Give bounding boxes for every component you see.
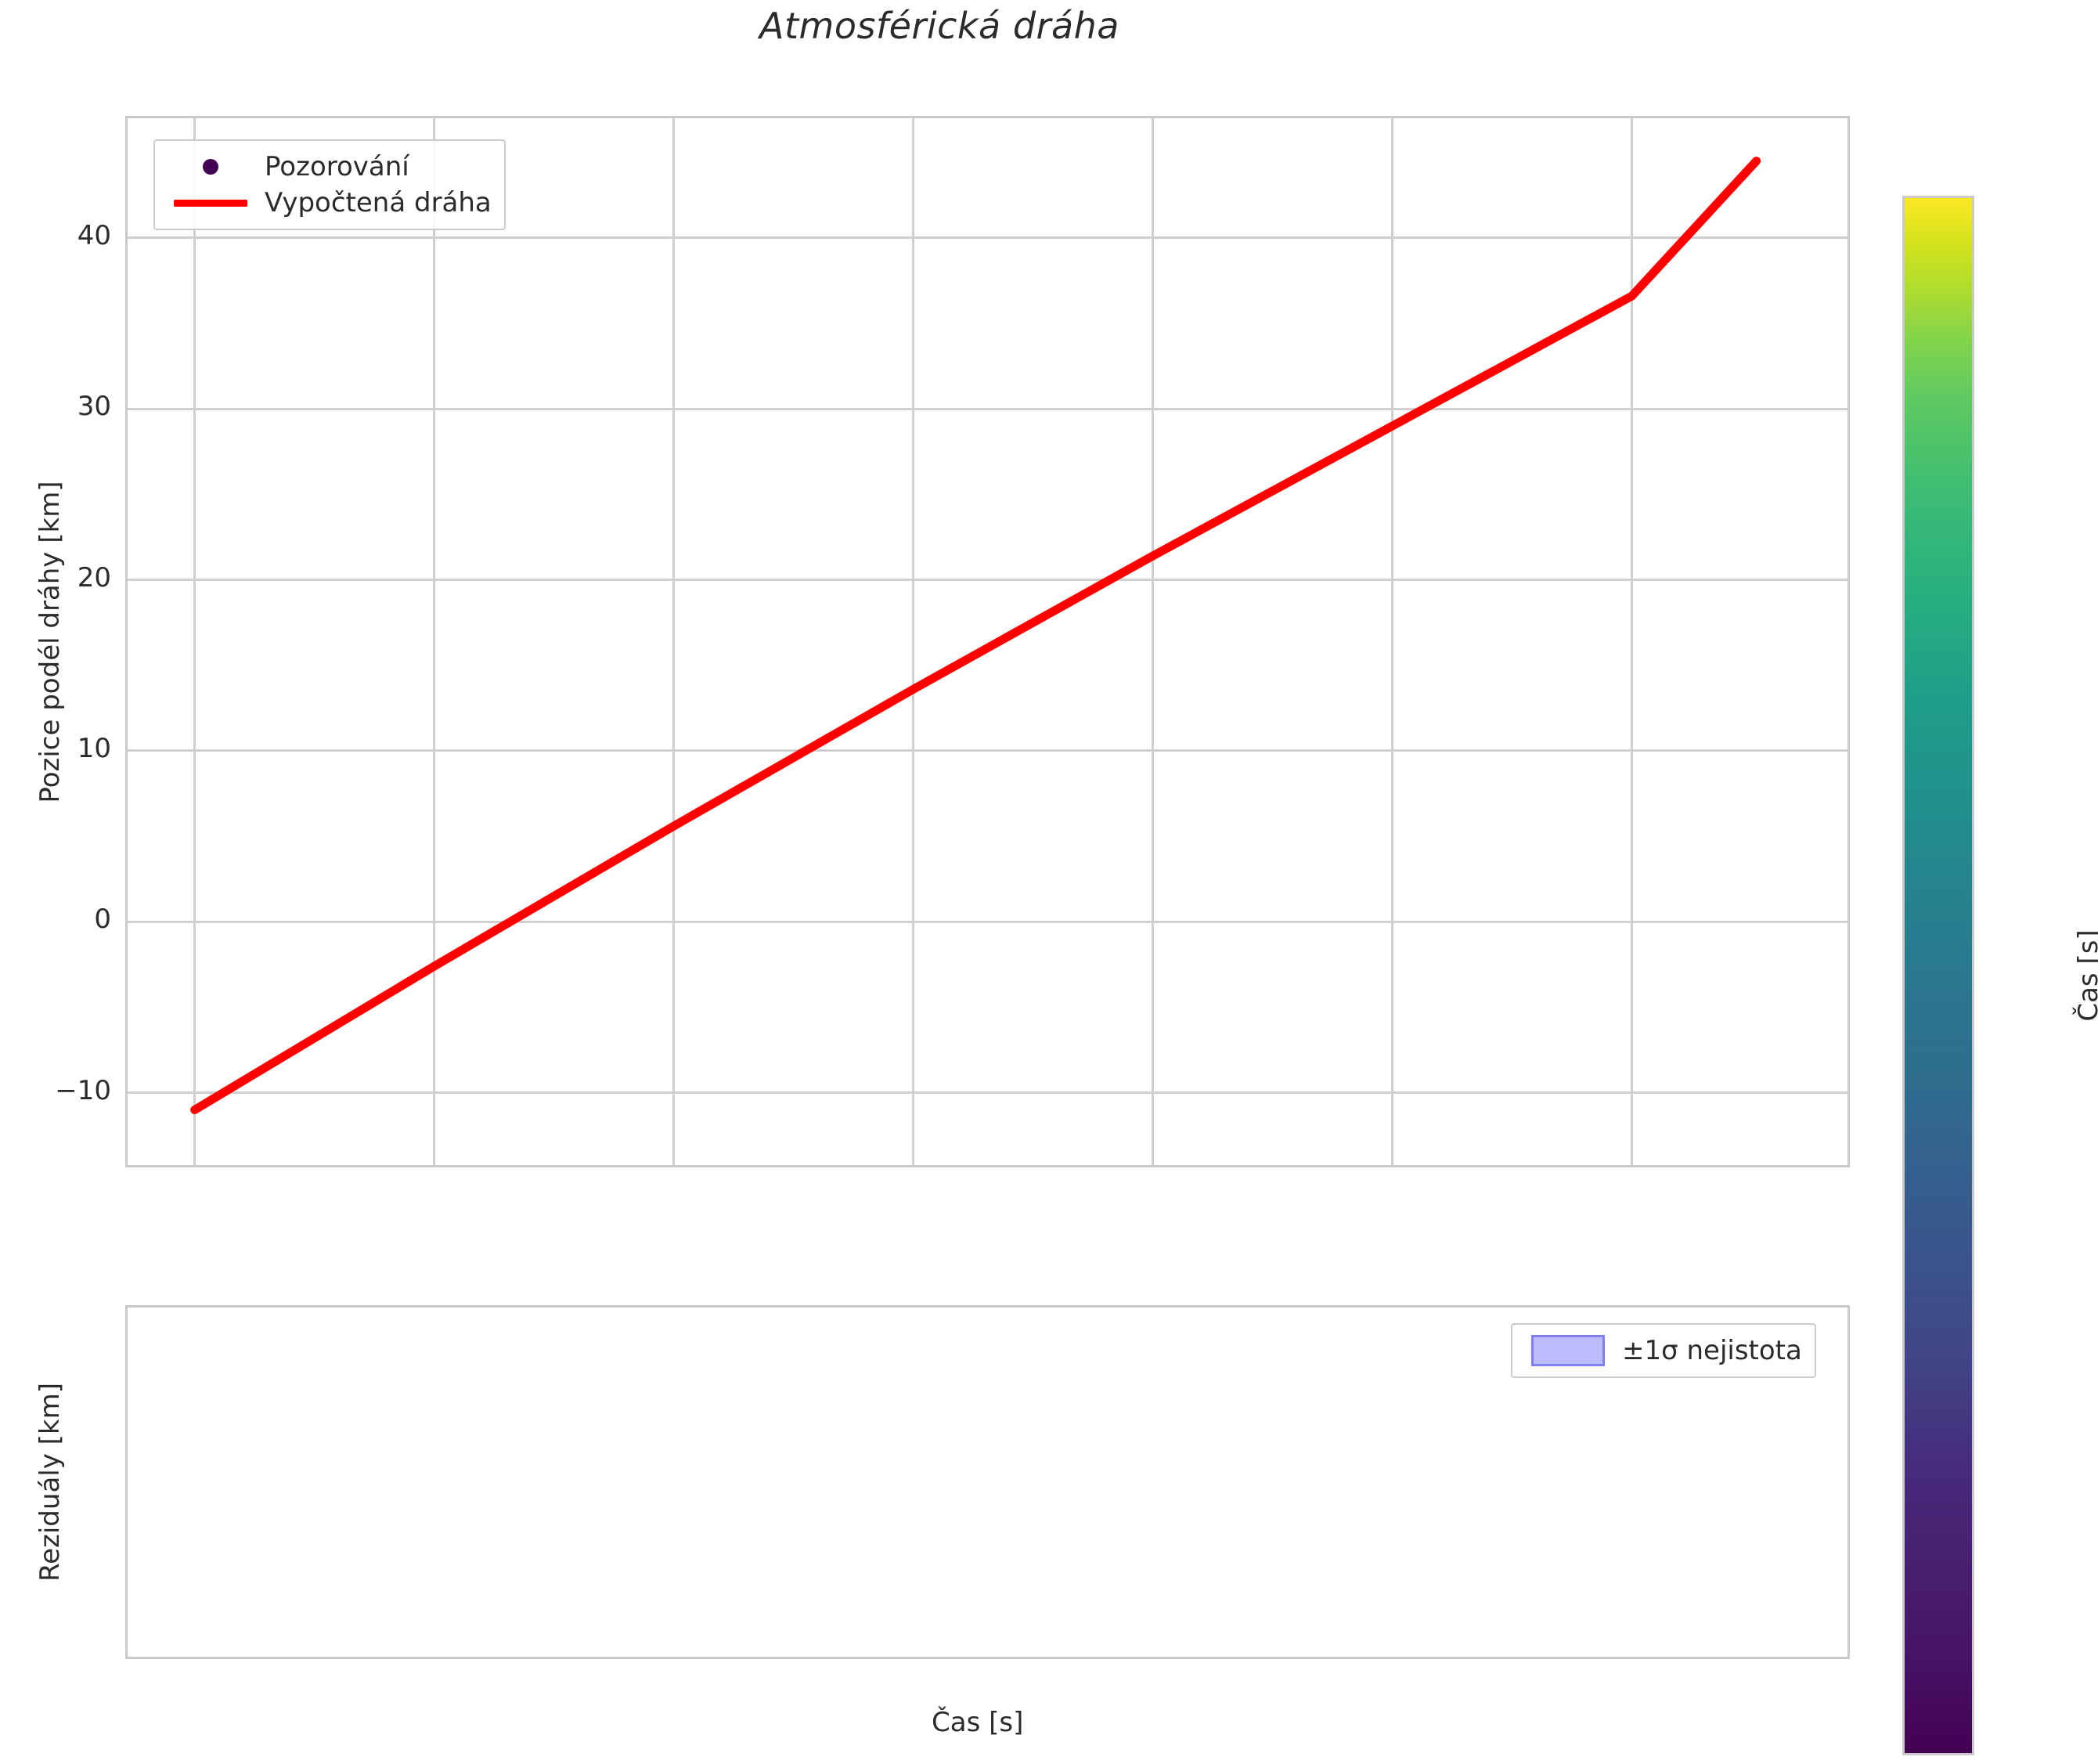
legend-item-fit: Vypočtená dráha <box>168 185 492 221</box>
x-gridline <box>433 118 436 1165</box>
x-gridline <box>193 118 196 1165</box>
y-gridline <box>128 1091 1847 1095</box>
legend-item-observations: Pozorování <box>168 149 492 185</box>
y-gridline <box>128 407 1847 410</box>
fit-line <box>190 157 1761 1115</box>
y-tick-label: −10 <box>55 1074 111 1106</box>
y-tick-label: 10 <box>77 732 111 764</box>
uncertainty-band-icon <box>1525 1335 1611 1366</box>
figure-title: Atmosférická dráha <box>759 5 1119 47</box>
colorbar-title: Čas [s] <box>2073 929 2098 1022</box>
legend-label-fit: Vypočtená dráha <box>265 187 492 218</box>
main-plot-panel <box>125 116 1850 1167</box>
colorbar <box>1902 196 1974 1755</box>
x-gridline <box>912 118 915 1165</box>
legend-label-uncertainty: ±1σ nejistota <box>1622 1335 1802 1366</box>
y-gridline <box>128 579 1847 582</box>
y-gridline <box>128 236 1847 240</box>
residual-legend: ±1σ nejistota <box>1511 1323 1816 1378</box>
legend-label-observations: Pozorování <box>265 151 409 182</box>
x-axis-title: Čas [s] <box>932 1707 1024 1738</box>
residual-y-axis-title: Reziduály [km] <box>34 1383 66 1582</box>
legend-item-uncertainty: ±1σ nejistota <box>1525 1333 1802 1369</box>
main-y-axis-title: Pozice podél dráhy [km] <box>34 481 66 803</box>
x-gridline <box>1391 118 1394 1165</box>
x-gridline <box>672 118 676 1165</box>
main-legend: Pozorování Vypočtená dráha <box>153 139 506 230</box>
y-tick-label: 40 <box>77 219 111 251</box>
x-gridline <box>1152 118 1155 1165</box>
fit-line-icon <box>168 199 254 207</box>
y-gridline <box>128 920 1847 923</box>
y-tick-label: 0 <box>94 904 111 936</box>
y-tick-label: 30 <box>77 391 111 423</box>
y-gridline <box>128 749 1847 752</box>
main-plot-area <box>128 118 1847 1165</box>
y-tick-label: 20 <box>77 561 111 593</box>
x-gridline <box>1631 118 1633 1165</box>
observation-marker-icon <box>168 159 254 175</box>
